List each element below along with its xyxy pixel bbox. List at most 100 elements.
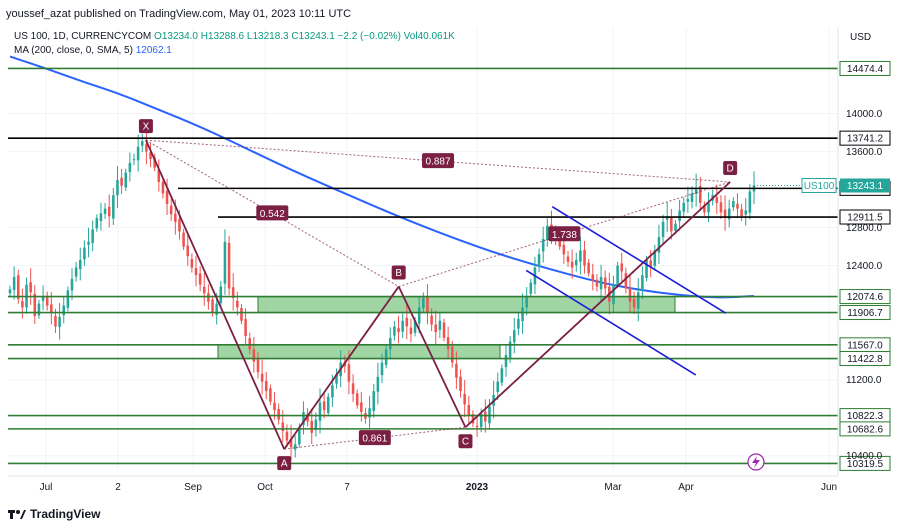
candle bbox=[107, 194, 111, 228]
candle bbox=[116, 166, 119, 208]
candle bbox=[686, 186, 690, 213]
pattern-leg bbox=[145, 139, 286, 450]
candle-body bbox=[372, 391, 376, 412]
candle-body bbox=[112, 195, 115, 219]
candle-body bbox=[616, 265, 619, 285]
candle-body bbox=[570, 261, 574, 268]
candle bbox=[310, 408, 314, 445]
candle bbox=[740, 203, 743, 222]
candle bbox=[521, 293, 524, 334]
candle bbox=[277, 403, 280, 425]
candle-body bbox=[583, 249, 586, 266]
pattern-point-a: A bbox=[277, 456, 292, 471]
candle bbox=[355, 389, 359, 409]
level-price-tag: 12074.6 bbox=[839, 289, 891, 305]
candle bbox=[29, 268, 32, 305]
candle-body bbox=[153, 157, 156, 168]
candle bbox=[62, 296, 66, 324]
candle-body bbox=[740, 209, 743, 217]
channel-lines bbox=[525, 206, 727, 376]
candle-body bbox=[207, 293, 210, 302]
candle-body bbox=[116, 180, 119, 196]
pattern-point-b: B bbox=[391, 265, 406, 280]
candles bbox=[8, 129, 756, 460]
last-price-box bbox=[840, 178, 890, 193]
candle bbox=[194, 255, 198, 287]
ma-legend[interactable]: MA (200, close, 0, SMA, 5) 12062.1 bbox=[14, 45, 172, 56]
candle-body bbox=[455, 363, 458, 378]
candle-body bbox=[463, 393, 466, 405]
candle-body bbox=[719, 202, 723, 213]
candle-body bbox=[384, 349, 388, 365]
x-tick-label: 2023 bbox=[466, 482, 489, 493]
candle-body bbox=[273, 402, 276, 411]
candle-body bbox=[401, 320, 404, 332]
candle bbox=[653, 244, 657, 271]
candle bbox=[459, 369, 462, 398]
candle bbox=[91, 220, 94, 252]
x-tick-label: 7 bbox=[344, 482, 350, 493]
candle-body bbox=[450, 346, 454, 363]
candle bbox=[21, 288, 24, 319]
level-tag-box bbox=[839, 289, 891, 305]
candle-body bbox=[694, 187, 698, 194]
candle-body bbox=[318, 402, 322, 421]
level-price-tag: 14474.4 bbox=[839, 60, 891, 76]
candle bbox=[231, 273, 235, 311]
candle bbox=[455, 351, 458, 389]
symbol-name[interactable]: US 100, 1D, CURRENCYCOM bbox=[14, 31, 152, 42]
candle-body bbox=[732, 200, 735, 208]
candle-body bbox=[368, 408, 371, 418]
ma-label[interactable]: MA (200, close, 0, SMA, 5) bbox=[14, 45, 133, 56]
candle-body bbox=[405, 317, 409, 327]
pattern-ratio-line bbox=[284, 426, 466, 450]
candle-body bbox=[727, 208, 731, 220]
candle bbox=[670, 208, 673, 240]
candle-body bbox=[595, 279, 599, 287]
candle-body bbox=[310, 420, 314, 433]
ratio-label: 0.861 bbox=[358, 430, 391, 446]
candle bbox=[500, 364, 504, 387]
candle-body bbox=[58, 316, 61, 328]
candle-body bbox=[558, 237, 562, 247]
pattern-point-c: C bbox=[458, 434, 473, 449]
candle bbox=[314, 412, 318, 437]
pattern-point-d: D bbox=[723, 160, 738, 175]
candle-body bbox=[657, 237, 661, 253]
candle bbox=[690, 186, 694, 209]
tradingview-footer[interactable]: TradingView bbox=[8, 507, 100, 521]
candle-body bbox=[748, 191, 752, 213]
candle bbox=[120, 168, 123, 194]
candle-body bbox=[529, 282, 533, 294]
pattern-point-x: X bbox=[138, 119, 153, 134]
candle-body bbox=[322, 401, 326, 411]
candle-body bbox=[434, 324, 438, 333]
candle-body bbox=[442, 322, 446, 338]
candle-body bbox=[587, 262, 590, 274]
candle-body bbox=[70, 278, 74, 291]
candle bbox=[591, 263, 595, 291]
candle-body bbox=[703, 205, 706, 213]
candle bbox=[744, 198, 748, 226]
candle-body bbox=[574, 259, 578, 266]
level-tag-text: 10319.5 bbox=[847, 459, 884, 470]
candle bbox=[525, 287, 528, 316]
candle-body bbox=[45, 297, 49, 306]
candle-body bbox=[467, 404, 471, 416]
candle bbox=[570, 249, 574, 279]
candle-body bbox=[690, 193, 694, 202]
candle-body bbox=[252, 349, 256, 362]
point-text: B bbox=[395, 268, 402, 279]
symbol-legend[interactable]: US 100, 1D, CURRENCYCOM O13234.0 H13288.… bbox=[14, 31, 455, 42]
candle bbox=[372, 383, 376, 418]
candle bbox=[360, 391, 363, 422]
point-text: X bbox=[143, 122, 150, 133]
candle bbox=[496, 372, 500, 401]
candle bbox=[198, 266, 202, 292]
ratio-box bbox=[548, 226, 581, 242]
candle-body bbox=[16, 275, 20, 299]
symbol-tag-text: US100 bbox=[804, 181, 835, 192]
level-tag-text: 10682.6 bbox=[847, 424, 884, 435]
